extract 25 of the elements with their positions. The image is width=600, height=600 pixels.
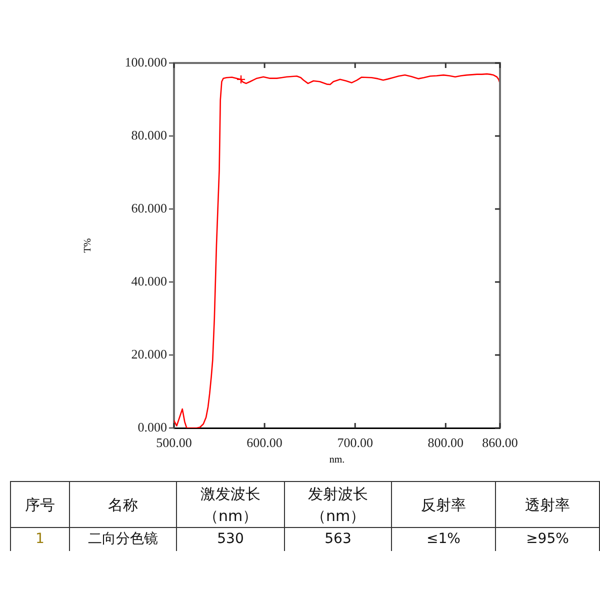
y-axis-title: T% [82,238,94,253]
text: 530 [217,531,244,548]
y-tick-label: 20.000 [131,346,167,362]
y-tick-label: 100.000 [124,54,167,70]
category-label: 序号 [25,494,55,516]
category-label: 名称 [108,494,138,516]
text: 563 [324,531,352,548]
text: ≥95% [526,531,569,548]
category-label: 透射率 [525,494,570,516]
text: 1 [36,531,44,548]
y-tick-label: 60.000 [131,200,167,216]
y-tick-label: 0.000 [138,419,167,434]
x-tick-label: 500.00 [156,435,192,450]
x-tick-label: 700.00 [337,435,373,450]
category-label: 反射率 [421,494,466,516]
text: ≤1% [426,531,460,548]
x-tick-label: 800.00 [428,435,464,450]
x-tick-label: 600.00 [246,435,282,450]
x-tick-label: 860.00 [482,435,518,450]
y-tick-label: 80.000 [131,127,167,142]
category-label: 发射波长（nm） [307,484,369,526]
category-label: 激发波长（nm） [200,484,262,526]
x-axis-title: nm. [329,454,345,466]
y-tick-label: 40.000 [131,273,167,288]
text: 二向分色镜 [88,531,158,548]
